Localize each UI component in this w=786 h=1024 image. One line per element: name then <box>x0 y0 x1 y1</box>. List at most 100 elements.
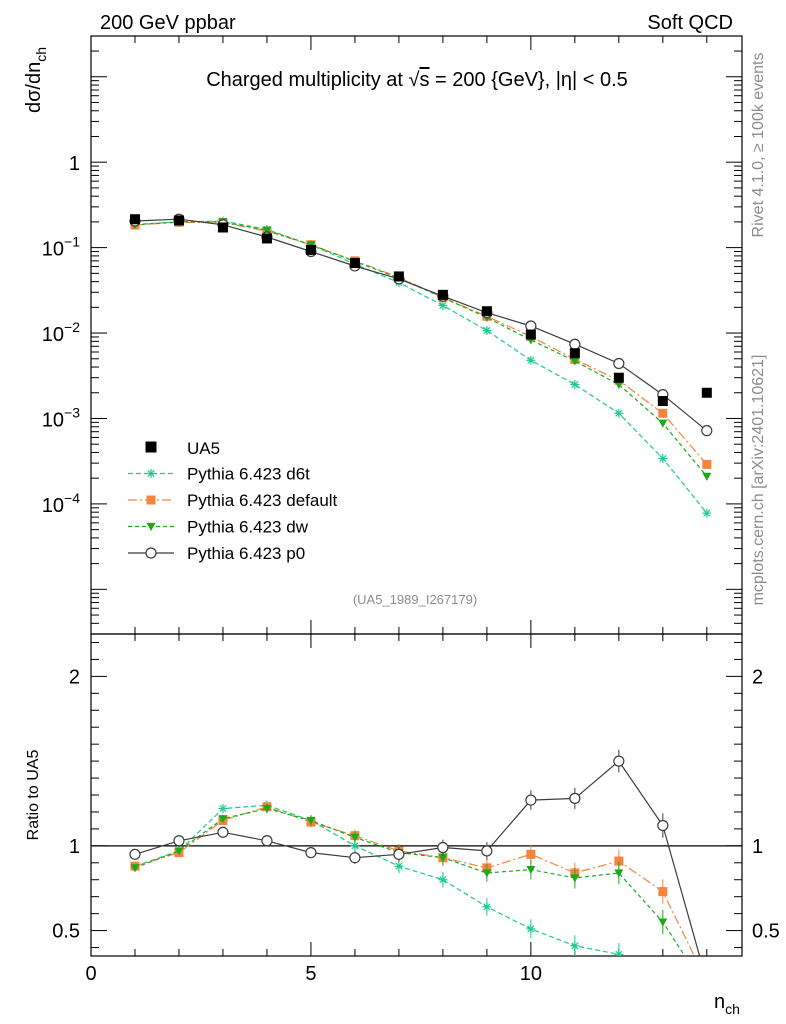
legend-marker-2 <box>146 522 156 531</box>
series-0-point <box>438 301 448 311</box>
ratio-3-point <box>525 794 537 806</box>
title-sqrt-arg: s <box>419 69 429 91</box>
ratio-2-point <box>350 833 360 842</box>
ratio-3-point <box>261 835 273 847</box>
ratio-axis-ticks: 0 5 10 2 2 1 1 0.5 0.5 <box>52 634 780 985</box>
series-line-3 <box>134 218 708 432</box>
ratio-line-1 <box>134 806 696 956</box>
ratio-y-tick-label-left: 2 <box>69 666 80 688</box>
data-point <box>393 271 404 282</box>
ratio-2-point <box>702 986 711 994</box>
ratio-3-point <box>173 835 185 847</box>
series-0-point-stroke <box>703 509 711 517</box>
series-2-point <box>614 380 624 389</box>
series-2-point <box>570 357 580 366</box>
series-0-point-stroke <box>527 356 535 364</box>
ratio-0-point <box>570 941 580 951</box>
ratio-line-3 <box>134 760 701 956</box>
x-tick-label: 5 <box>305 963 316 985</box>
ratio-3-point <box>437 841 449 854</box>
legend-data-marker <box>145 441 157 453</box>
series-line-1 <box>134 221 708 465</box>
rivet-version-text: Rivet 4.1.0, ≥ 100k events <box>750 53 767 238</box>
ratio-y-tick-label-right: 0.5 <box>752 921 780 943</box>
ratio-y-axis-label: Ratio to UA5 <box>25 750 42 841</box>
ratio-2-point <box>438 854 448 863</box>
ratio-0-point-stroke <box>219 804 227 813</box>
data-point <box>569 348 580 359</box>
ratio-y-tick-label-left: 0.5 <box>52 921 80 943</box>
legend-data-label: UA5 <box>187 439 220 458</box>
data-point <box>129 214 140 225</box>
ratio-1-point <box>702 977 711 986</box>
ratio-3-point <box>217 826 229 838</box>
series-0-point <box>614 408 624 418</box>
y-tick-label: 10−4 <box>42 490 80 517</box>
ratio-2-point <box>218 815 228 824</box>
ratio-0-point-stroke <box>351 842 359 850</box>
ratio-2-point <box>658 918 668 927</box>
series-3-point <box>525 320 537 332</box>
ratio-0-point <box>482 902 492 912</box>
series-line-2 <box>134 221 708 477</box>
ratio-3-point <box>393 848 405 860</box>
header-left: 200 GeV ppbar <box>100 12 236 34</box>
data-point <box>437 289 448 300</box>
ratio-0-point <box>394 861 404 871</box>
ratio-2-point <box>174 847 184 856</box>
ratio-line-0 <box>134 804 619 955</box>
ratio-2-point <box>306 816 316 825</box>
ratio-0-point <box>218 804 228 814</box>
series-0-point <box>482 326 492 336</box>
data-point <box>525 329 536 340</box>
ratio-3-point <box>349 852 361 864</box>
ratio-3-point <box>129 848 141 860</box>
y-axis-label: dσ/dnch <box>23 47 49 113</box>
series-line-0 <box>134 220 708 514</box>
ratio-1-point <box>526 849 536 859</box>
legend-label-2: Pythia 6.423 dw <box>187 518 309 537</box>
ratio-2-point <box>614 869 624 878</box>
data-point <box>481 306 492 317</box>
mcplots-reference-text: mcplots.cern.ch [arXiv:2401.10621] <box>750 355 767 606</box>
ratio-3-point <box>702 976 712 986</box>
ratio-0-point <box>614 949 624 956</box>
y-tick-label: 1 <box>69 153 80 175</box>
series-0-point-stroke <box>571 380 579 389</box>
ratio-2-point <box>262 804 272 814</box>
ratio-y-tick-label-left: 1 <box>69 836 80 858</box>
data-point <box>173 215 184 226</box>
legend-marker-3 <box>145 547 157 559</box>
ratio-plot-frame <box>90 633 743 957</box>
y-tick-label: 10−2 <box>42 319 80 346</box>
chart-title: Charged multiplicity at √s = 200 {GeV}, … <box>206 69 628 91</box>
ratio-0-point-stroke <box>483 903 491 911</box>
y-tick-label: 10−1 <box>42 234 80 261</box>
ratio-0-point <box>350 841 360 851</box>
ratio-line-2 <box>134 807 686 956</box>
y-tick-label: 10−3 <box>42 404 80 431</box>
series-3-point <box>613 357 625 370</box>
series-0-point-stroke <box>615 409 623 417</box>
series-1-point <box>702 459 712 469</box>
ratio-0-point <box>526 924 536 934</box>
legend: UA5 Pythia 6.423 d6t Pythia 6.423 default P… <box>128 439 338 563</box>
legend-marker-1 <box>146 495 156 505</box>
ratio-2-point <box>526 865 536 875</box>
ratio-y-tick-label-right: 2 <box>752 666 763 688</box>
ratio-y-tick-label-right: 1 <box>752 836 763 858</box>
ratio-0-point <box>438 875 448 885</box>
ratio-series-group <box>129 749 712 994</box>
ratio-3-point <box>613 755 625 767</box>
ratio-2-point <box>570 874 580 883</box>
series-3-point <box>701 425 713 437</box>
legend-label-3: Pythia 6.423 p0 <box>187 544 305 563</box>
series-0-point-stroke <box>439 301 447 310</box>
ratio-1-point <box>658 887 668 897</box>
analysis-id: (UA5_1989_I267179) <box>353 592 477 607</box>
series-0-point <box>658 453 668 463</box>
series-2-point <box>702 472 712 481</box>
data-point <box>349 258 360 269</box>
ratio-0-point-stroke <box>395 862 403 870</box>
